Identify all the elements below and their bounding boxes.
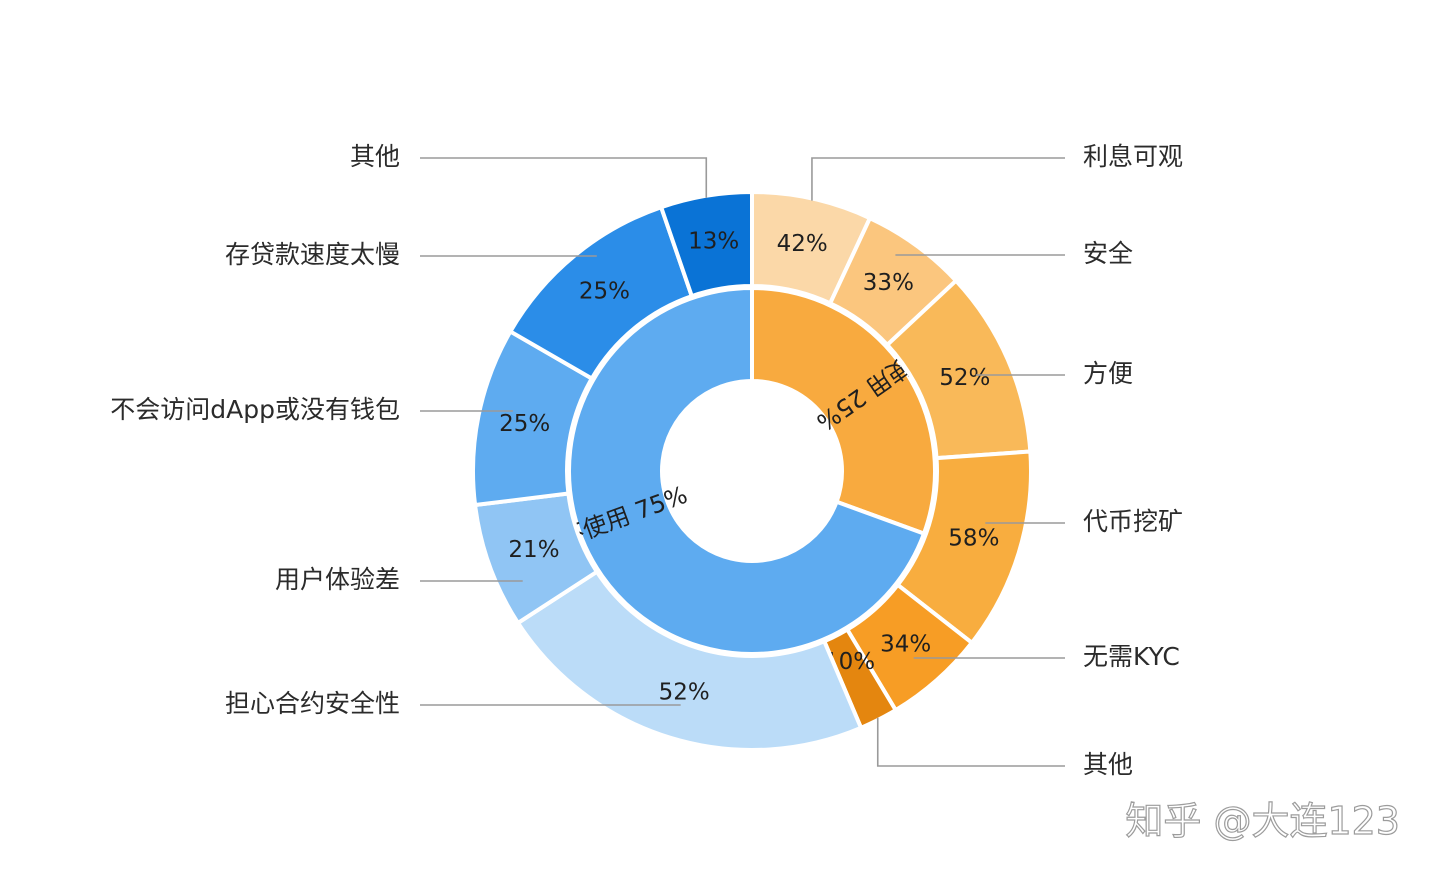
category-label: 其他 xyxy=(350,142,400,171)
leader-line xyxy=(876,717,1065,767)
category-labels: 利息可观安全方便代币挖矿无需KYC其他担心合约安全性用户体验差不会访问dApp或… xyxy=(110,142,1183,779)
segment-value-label: 25% xyxy=(499,411,550,437)
segment-value-label: 58% xyxy=(948,525,999,551)
category-label: 无需KYC xyxy=(1083,642,1180,671)
watermark: 知乎 @大连123 xyxy=(1125,799,1400,843)
segment-value-label: 21% xyxy=(508,537,559,563)
category-label: 其他 xyxy=(1083,750,1133,779)
category-label: 存贷款速度太慢 xyxy=(225,240,400,269)
category-label: 用户体验差 xyxy=(275,565,400,594)
leader-line xyxy=(811,157,1065,201)
category-label: 利息可观 xyxy=(1083,142,1183,171)
category-label: 担心合约安全性 xyxy=(225,689,400,718)
leader-lines xyxy=(420,157,1065,767)
category-label: 方便 xyxy=(1083,359,1133,388)
outer-segment xyxy=(658,189,754,299)
inner-segment-use xyxy=(750,285,937,537)
leader-line xyxy=(420,157,708,198)
segment-value-label: 52% xyxy=(939,365,990,391)
segment-value-label: 33% xyxy=(863,270,914,296)
category-label: 安全 xyxy=(1083,239,1133,268)
outer-ring: 42%33%52%58%34%10%52%21%25%25%13% xyxy=(471,189,1033,752)
segment-value-label: 52% xyxy=(659,679,710,705)
category-label: 代币挖矿 xyxy=(1083,507,1183,536)
segment-value-label: 34% xyxy=(880,631,931,657)
segment-value-label: 13% xyxy=(688,229,739,255)
inner-segment-not-use xyxy=(567,285,927,656)
inner-ring: 使用 25%不使用 75% xyxy=(557,285,937,656)
segment-value-label: 25% xyxy=(579,278,630,304)
segment-value-label: 42% xyxy=(777,231,828,257)
category-label: 不会访问dApp或没有钱包 xyxy=(110,395,400,424)
